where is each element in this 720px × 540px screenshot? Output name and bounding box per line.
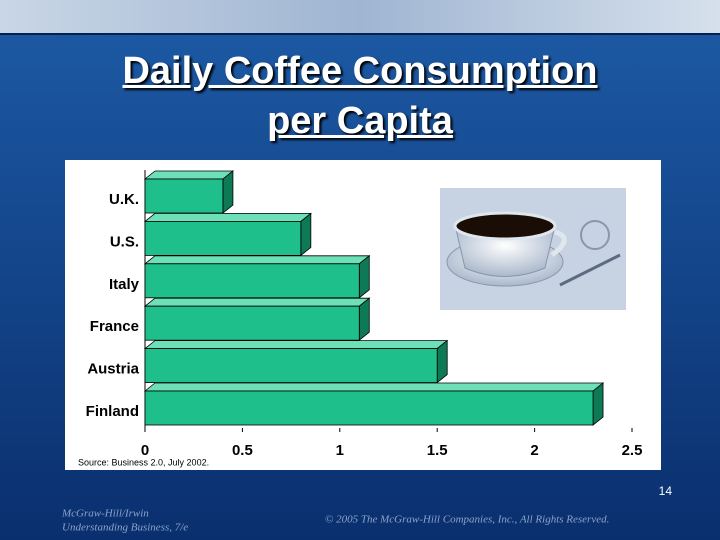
publisher: McGraw-Hill/Irwin: [61, 508, 149, 520]
y-tick-label: Finland: [86, 403, 139, 420]
x-tick-label: 0: [141, 442, 149, 459]
book-title: Understanding Business, 7/e: [62, 522, 188, 534]
bar-side: [300, 212, 312, 257]
y-tick-label: Austria: [87, 361, 139, 378]
bar-top: [143, 382, 605, 392]
banner-edge: [0, 33, 720, 35]
source-note: Source: Business 2.0, July 2002.: [78, 457, 209, 467]
x-tick-label: 2: [530, 442, 538, 459]
bar-side: [358, 254, 370, 299]
slide-title: Daily Coffee Consumption per Capita: [122, 50, 598, 142]
x-tick-label: 2.5: [622, 442, 643, 459]
bar: [144, 348, 438, 384]
x-tick-label: 1.5: [427, 442, 448, 459]
bar-top: [143, 170, 235, 180]
bar-top: [143, 212, 312, 222]
bar: [144, 220, 302, 256]
bar-side: [358, 297, 370, 342]
bar-side: [592, 382, 604, 426]
y-tick-label: France: [90, 318, 139, 335]
page-number: 14: [659, 484, 673, 498]
coffee-photo: [440, 188, 626, 310]
y-tick-label: U.S.: [110, 233, 139, 250]
bar: [144, 305, 360, 341]
bar: [144, 178, 224, 214]
bar-top: [143, 255, 371, 265]
copyright: © 2005 The McGraw-Hill Companies, Inc., …: [325, 514, 609, 526]
bar-top: [143, 340, 449, 350]
x-tick-label: 1: [336, 442, 344, 459]
bar-side: [222, 170, 234, 214]
banner: [0, 0, 720, 33]
bar: [144, 263, 360, 299]
y-tick-label: Italy: [109, 276, 140, 293]
bar-top: [143, 297, 371, 307]
bar-side: [436, 339, 448, 384]
y-tick-label: U.K.: [109, 191, 139, 208]
bar: [144, 390, 594, 426]
x-tick-label: 0.5: [232, 442, 253, 459]
